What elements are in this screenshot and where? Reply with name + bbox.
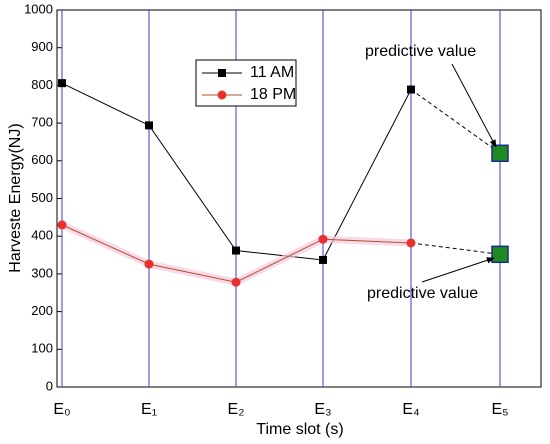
y-tick-label: 1000 — [24, 1, 53, 16]
legend-marker — [218, 69, 226, 77]
y-tick-label: 200 — [31, 303, 53, 318]
legend-label: 18 PM — [250, 86, 296, 103]
marker — [231, 277, 241, 287]
marker — [318, 234, 328, 244]
plot-area — [56, 9, 542, 388]
x-tick-label: E₂ — [228, 401, 245, 418]
predictive-line — [410, 242, 501, 255]
y-tick-label: 300 — [31, 265, 53, 280]
y-tick-label: 100 — [31, 341, 53, 356]
x-tick-label: E₀ — [53, 401, 70, 418]
predictive-marker — [491, 245, 509, 264]
marker — [319, 255, 327, 264]
marker — [58, 79, 66, 88]
predictive-line — [410, 89, 501, 154]
legend-marker — [217, 90, 227, 100]
annotation-arrow — [451, 63, 497, 148]
x-tick-label: E₁ — [141, 401, 157, 418]
legend-label: 11 AM — [250, 64, 294, 81]
y-tick-label: 600 — [31, 152, 53, 167]
y-tick-label: 500 — [31, 190, 53, 205]
marker — [145, 121, 153, 130]
x-axis-label: Time slot (s) — [256, 421, 343, 438]
y-tick-label: 0 — [46, 378, 53, 393]
annotation: predictive value — [365, 43, 476, 60]
annotation: predictive value — [367, 285, 478, 302]
y-tick-label: 900 — [31, 39, 53, 54]
y-axis-label: Harveste Energy(NJ) — [7, 123, 24, 272]
y-tick-label: 400 — [31, 228, 53, 243]
x-tick-label: E₃ — [314, 401, 331, 418]
marker — [406, 238, 416, 248]
x-tick-label: E₄ — [402, 401, 419, 418]
marker — [144, 259, 154, 269]
legend-box — [195, 59, 297, 107]
annotation-arrow — [421, 257, 495, 283]
predictive-marker — [491, 144, 509, 163]
marker — [57, 220, 67, 230]
y-tick-label: 800 — [31, 77, 53, 92]
x-tick-label: E₅ — [491, 401, 508, 418]
y-tick-label: 700 — [31, 115, 53, 130]
marker — [407, 85, 415, 94]
marker — [232, 246, 240, 255]
